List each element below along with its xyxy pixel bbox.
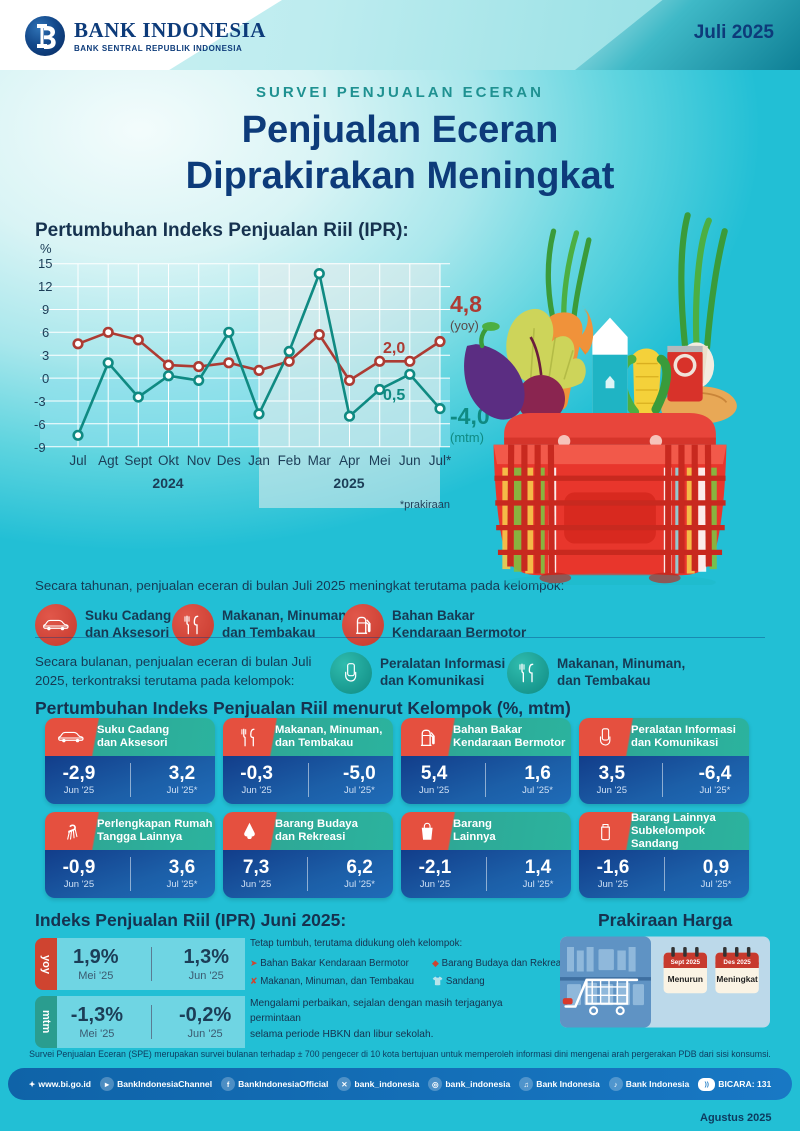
svg-text:Feb: Feb [278,453,301,468]
svg-text:Mar: Mar [308,453,332,468]
svg-text:%: % [40,241,52,256]
svg-text:Apr: Apr [339,453,361,468]
svg-text:0,5: 0,5 [383,387,405,404]
svg-text:Jul*: Jul* [429,453,452,468]
svg-text:2024: 2024 [152,475,183,491]
svg-text:-9: -9 [34,440,46,455]
svg-text:9: 9 [42,302,49,317]
svg-text:Nov: Nov [187,453,211,468]
svg-text:2025: 2025 [333,475,364,491]
svg-text:Okt: Okt [158,453,179,468]
svg-text:Jun: Jun [399,453,421,468]
svg-text:-6: -6 [34,417,46,432]
svg-text:Jul: Jul [69,453,86,468]
svg-text:15: 15 [38,256,52,271]
svg-text:Agt: Agt [98,453,119,468]
svg-text:Meningkat: Meningkat [716,974,758,984]
svg-text:Sept: Sept [124,453,152,468]
svg-text:3: 3 [42,348,49,363]
svg-text:Menurun: Menurun [668,974,703,984]
svg-text:12: 12 [38,279,52,294]
svg-text:Mei: Mei [369,453,391,468]
svg-text:-3: -3 [34,394,46,409]
svg-text:Sept 2025: Sept 2025 [671,959,701,966]
svg-text:Des 2025: Des 2025 [723,959,751,966]
svg-text:0: 0 [42,371,49,386]
svg-text:2,0: 2,0 [383,340,405,357]
svg-text:Des: Des [217,453,241,468]
svg-text:Jan: Jan [248,453,270,468]
svg-text:6: 6 [42,325,49,340]
svg-text:*prakiraan: *prakiraan [400,499,450,511]
